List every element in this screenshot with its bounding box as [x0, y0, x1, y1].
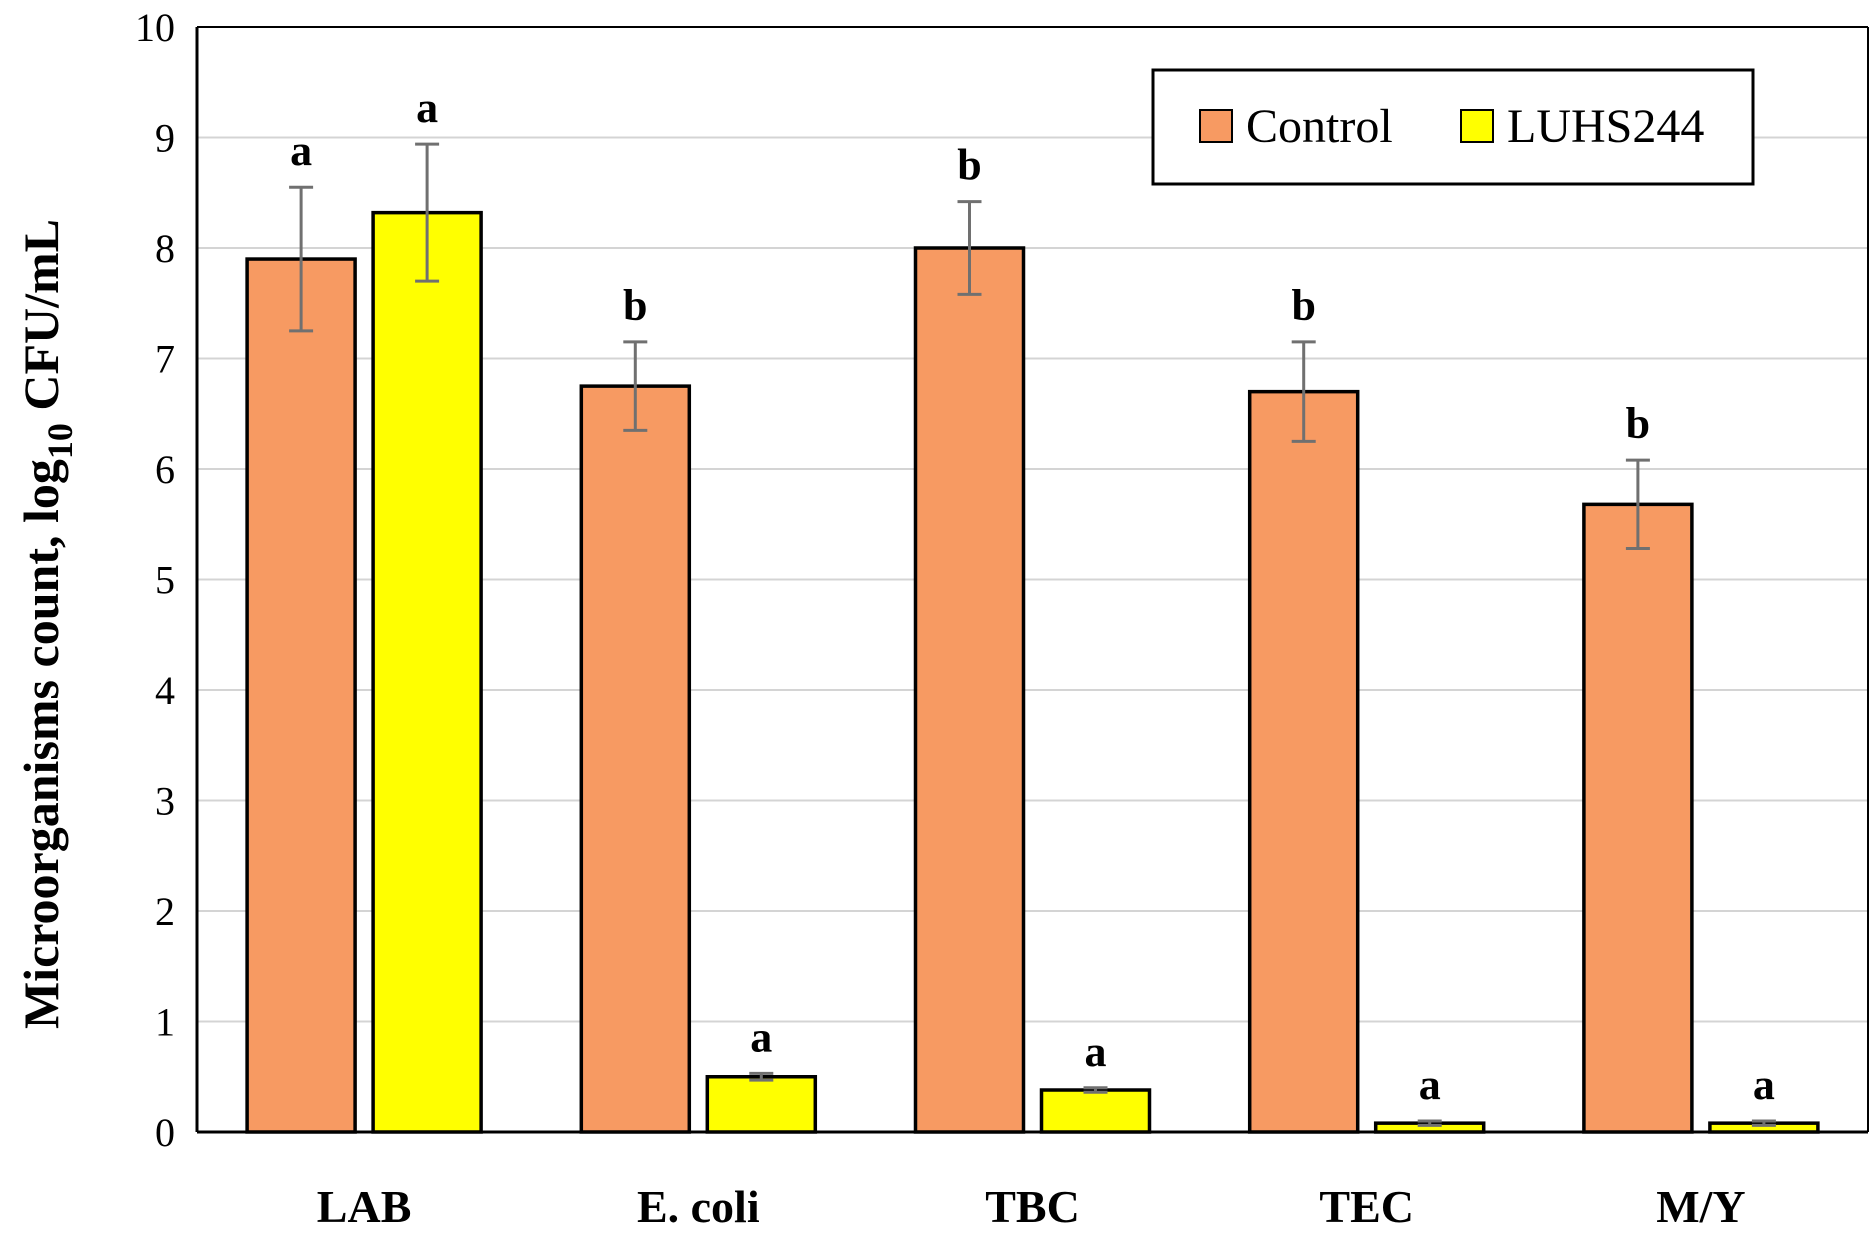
x-category-labels: LAB E. coli TBC TEC M/Y [317, 1181, 1746, 1232]
y-tick-label: 5 [155, 558, 175, 603]
bar [1039, 1088, 1152, 1134]
bar [1582, 502, 1694, 1134]
y-axis-label: Microorganisms count, log10 CFU/mL [13, 219, 80, 1029]
y-tick-label: 0 [155, 1110, 175, 1155]
y-tick-label: 1 [155, 1000, 175, 1045]
bar [913, 246, 1026, 1134]
x-category-label: TBC [985, 1181, 1080, 1232]
significance-letter: a [290, 126, 312, 175]
x-category-label: LAB [317, 1181, 412, 1232]
y-tick-labels: 0 1 2 3 4 5 6 7 8 9 10 [135, 5, 175, 1155]
y-tick-label: 10 [135, 5, 175, 50]
y-tick-label: 6 [155, 447, 175, 492]
significance-letter: a [1419, 1060, 1441, 1109]
y-tick-label: 3 [155, 779, 175, 824]
error-bars [289, 142, 1776, 1127]
x-category-label: TEC [1319, 1181, 1414, 1232]
bar [579, 384, 692, 1134]
y-tick-label: 2 [155, 889, 175, 934]
legend: Control LUHS244 [1151, 68, 1755, 186]
legend-label-luhs244: LUHS244 [1507, 100, 1704, 153]
significance-letter: a [750, 1012, 772, 1061]
legend-box [1151, 68, 1755, 186]
significance-letter: b [957, 141, 981, 190]
x-category-label: E. coli [637, 1181, 760, 1232]
bar [1247, 389, 1360, 1134]
significance-letters: a a b a b a b a b a [290, 83, 1775, 1109]
significance-letter: a [1085, 1027, 1107, 1076]
x-category-label: M/Y [1656, 1181, 1745, 1232]
bars [245, 210, 1820, 1134]
significance-letter: a [416, 83, 438, 132]
significance-letter: b [1626, 399, 1650, 448]
y-tick-label: 4 [155, 668, 175, 713]
y-tick-label: 8 [155, 226, 175, 271]
y-tick-label: 7 [155, 337, 175, 382]
significance-letter: b [623, 281, 647, 330]
bar [705, 1075, 818, 1134]
legend-swatch-control [1199, 109, 1233, 143]
bar [245, 257, 357, 1134]
legend-label-control: Control [1246, 100, 1393, 153]
axes [195, 26, 1869, 1134]
y-tick-label: 9 [155, 116, 175, 161]
legend-swatch-luhs244 [1460, 109, 1494, 143]
significance-letter: b [1291, 281, 1315, 330]
significance-letter: a [1753, 1060, 1775, 1109]
bar [371, 210, 483, 1134]
